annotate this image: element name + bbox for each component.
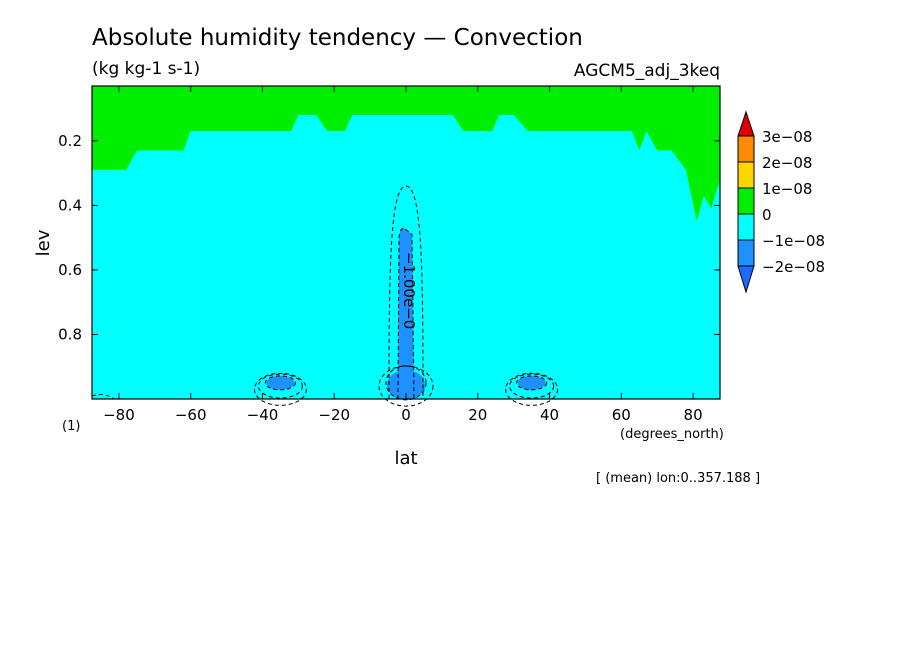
colorbar-swatch — [737, 213, 755, 241]
colorbar-swatch — [737, 135, 755, 163]
colorbar-label: 2e−08 — [762, 154, 812, 172]
colorbar-swatch — [737, 161, 755, 189]
colorbar-under-triangle — [737, 265, 755, 294]
contour-subtropic-inner-0 — [264, 375, 296, 391]
x-tick-label: −20 — [318, 406, 350, 424]
y-axis-label: lev — [33, 229, 54, 256]
colorbar-swatch — [737, 239, 755, 267]
y-tick-label: 0.6 — [58, 261, 82, 279]
contour-corner — [91, 394, 115, 400]
colorbar-label: 0 — [762, 206, 772, 224]
x-axis-ticks: −80 −60 −40 −20 0 20 40 60 80 — [103, 86, 703, 424]
x-tick-label: 20 — [468, 406, 487, 424]
y-axis-ticks: 0.2 0.4 0.6 0.8 — [58, 132, 720, 343]
colorbar: 3e−08 2e−08 1e−08 0 −1e−08 −2e−08 — [737, 110, 825, 294]
negative-regions — [266, 227, 546, 400]
colorbar-over-triangle — [737, 110, 755, 137]
contour-subtropic-outer-1 — [505, 372, 559, 406]
equatorial-column-base — [387, 370, 425, 400]
x-tick-label: 60 — [612, 406, 631, 424]
chart-title: Absolute humidity tendency — Convection — [92, 25, 583, 51]
plot-area: −1.00e−0 −80 −60 −40 −20 0 20 40 60 80 0.2 0.4 0.6… — [58, 85, 721, 424]
colorbar-label: 3e−08 — [762, 128, 812, 146]
experiment-label: AGCM5_adj_3keq — [574, 61, 720, 81]
colorbar-swatch — [737, 187, 755, 215]
contour-label: −1.00e−0 — [400, 252, 418, 329]
colorbar-label: −1e−08 — [762, 232, 825, 250]
x-axis-label: lat — [394, 448, 417, 469]
colorbar-label: −2e−08 — [762, 258, 825, 276]
x-tick-label: −40 — [247, 406, 279, 424]
x-tick-label: 40 — [540, 406, 559, 424]
contour-outer-equator — [388, 185, 424, 400]
y-tick-label: 0.2 — [58, 132, 82, 150]
north-subtropical-blob — [517, 375, 546, 390]
x-tick-label: −80 — [103, 406, 135, 424]
contour-equator-base-2 — [378, 365, 434, 407]
y-tick-label: 0.4 — [58, 196, 82, 214]
chart-units: (kg kg-1 s-1) — [92, 59, 200, 79]
contour-subtropic-mid-1 — [509, 373, 555, 399]
footnote: [ (mean) lon:0..357.188 ] — [596, 471, 760, 486]
equatorial-column — [398, 227, 414, 399]
south-subtropical-blob — [266, 375, 295, 390]
colorbar-label: 1e−08 — [762, 180, 812, 198]
panel-label: (1) — [62, 419, 80, 434]
x-axis-units: (degrees_north) — [620, 427, 724, 442]
x-tick-label: −60 — [175, 406, 207, 424]
contour-inner-equator — [397, 227, 415, 400]
dashed-contours — [91, 185, 559, 407]
x-tick-label: 80 — [684, 406, 703, 424]
contour-subtropic-inner-1 — [516, 375, 548, 391]
x-tick-label: 0 — [401, 406, 411, 424]
contour-subtropic-outer-0 — [253, 372, 307, 406]
contour-subtropic-mid-0 — [257, 373, 303, 399]
positive-band-fill — [92, 86, 720, 222]
y-tick-label: 0.8 — [58, 325, 82, 343]
contour-equator-base-1 — [385, 365, 427, 401]
